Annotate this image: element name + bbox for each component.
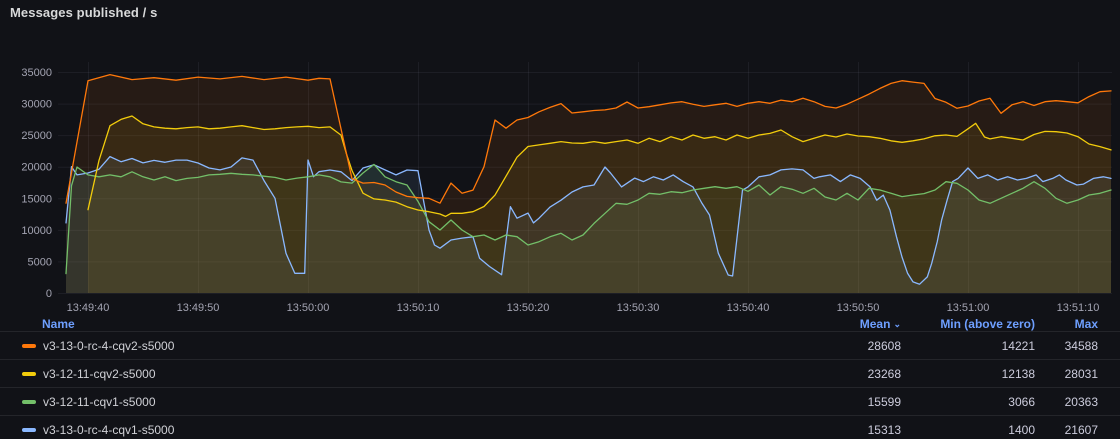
min-value: 14221 — [1001, 338, 1035, 353]
legend-header-min[interactable]: Min (above zero) — [940, 317, 1035, 331]
series-color-marker-icon[interactable] — [22, 427, 36, 432]
series-area-v3-13-0-rc-4-cqv1-s5000 — [66, 156, 1111, 293]
min-value: 3066 — [1008, 394, 1035, 409]
legend-header-row: Name Mean ⌄ Min (above zero) Max — [0, 317, 1120, 331]
series-toggle[interactable]: v3-13-0-rc-4-cqv2-s5000 — [0, 339, 781, 353]
series-toggle[interactable]: v3-13-0-rc-4-cqv1-s5000 — [0, 423, 781, 437]
mean-value: 23268 — [867, 366, 901, 381]
page-title: Messages published / s — [10, 5, 158, 20]
series-name: v3-13-0-rc-4-cqv2-s5000 — [43, 338, 175, 353]
series-line-v3-13-0-rc-4-cqv1-s5000 — [65, 155, 1112, 285]
legend-row: v3-12-11-cqv1-s5000 15599 3066 20363 — [0, 387, 1120, 415]
legend-row: v3-13-0-rc-4-cqv2-s5000 28608 14221 3458… — [0, 331, 1120, 359]
time-series-chart[interactable]: 0 5000 10000 15000 20000 25000 30000 35000 13:49… — [0, 0, 1120, 316]
x-axis-label: 13:49:50 — [177, 302, 220, 314]
y-axis-label: 10000 — [21, 225, 52, 237]
legend-table: Name Mean ⌄ Min (above zero) Max v3-13-0-… — [0, 317, 1120, 439]
chart-canvas[interactable]: 0 5000 10000 15000 20000 25000 30000 35000 13:49… — [0, 0, 1120, 316]
max-value: 20363 — [1064, 394, 1098, 409]
y-axis-label: 0 — [46, 288, 52, 300]
y-axis-label: 5000 — [28, 256, 52, 268]
min-value: 1400 — [1008, 422, 1035, 437]
max-value: 28031 — [1064, 366, 1098, 381]
series-toggle[interactable]: v3-12-11-cqv2-s5000 — [0, 367, 781, 381]
series-area-v3-12-11-cqv1-s5000 — [66, 164, 1111, 293]
series-line-v3-13-0-rc-4-cqv2-s5000 — [65, 73, 1112, 204]
y-axis-label: 15000 — [21, 193, 52, 205]
series-name: v3-13-0-rc-4-cqv1-s5000 — [43, 422, 175, 437]
series-name: v3-12-11-cqv2-s5000 — [43, 366, 156, 381]
mean-value: 15313 — [867, 422, 901, 437]
min-value: 12138 — [1001, 366, 1035, 381]
series-color-marker-icon[interactable] — [22, 371, 36, 376]
x-axis-label: 13:50:20 — [507, 302, 550, 314]
legend-row: v3-12-11-cqv2-s5000 23268 12138 28031 — [0, 359, 1120, 387]
series-color-marker-icon[interactable] — [22, 343, 36, 348]
mean-value: 15599 — [867, 394, 901, 409]
y-axis-label: 35000 — [21, 67, 52, 79]
series-color-marker-icon[interactable] — [22, 399, 36, 404]
x-axis-label: 13:51:10 — [1057, 302, 1100, 314]
y-axis-label: 30000 — [21, 99, 52, 111]
mean-value: 28608 — [867, 338, 901, 353]
series-area-v3-13-0-rc-4-cqv2-s5000 — [66, 74, 1111, 293]
legend-row: v3-13-0-rc-4-cqv1-s5000 15313 1400 21607 — [0, 415, 1120, 439]
series-name: v3-12-11-cqv1-s5000 — [43, 394, 156, 409]
series-line-v3-12-11-cqv1-s5000 — [65, 163, 1112, 275]
legend-header-name[interactable]: Name — [42, 317, 75, 331]
x-axis-label: 13:51:00 — [947, 302, 990, 314]
max-value: 21607 — [1064, 422, 1098, 437]
legend-header-max[interactable]: Max — [1074, 317, 1098, 331]
max-value: 34588 — [1064, 338, 1098, 353]
y-axis-label: 25000 — [21, 130, 52, 142]
x-axis-label: 13:50:10 — [397, 302, 440, 314]
legend-header-mean[interactable]: Mean ⌄ — [859, 317, 901, 331]
x-axis-label: 13:49:40 — [67, 302, 110, 314]
sort-desc-icon: ⌄ — [893, 319, 901, 329]
series-line-v3-12-11-cqv2-s5000 — [87, 115, 1112, 218]
x-axis-label: 13:50:30 — [617, 302, 660, 314]
x-axis-label: 13:50:40 — [727, 302, 770, 314]
y-axis-label: 20000 — [21, 162, 52, 174]
x-axis-label: 13:50:50 — [837, 302, 880, 314]
series-area-v3-12-11-cqv2-s5000 — [88, 116, 1111, 293]
series-toggle[interactable]: v3-12-11-cqv1-s5000 — [0, 395, 781, 409]
x-axis-label: 13:50:00 — [287, 302, 330, 314]
